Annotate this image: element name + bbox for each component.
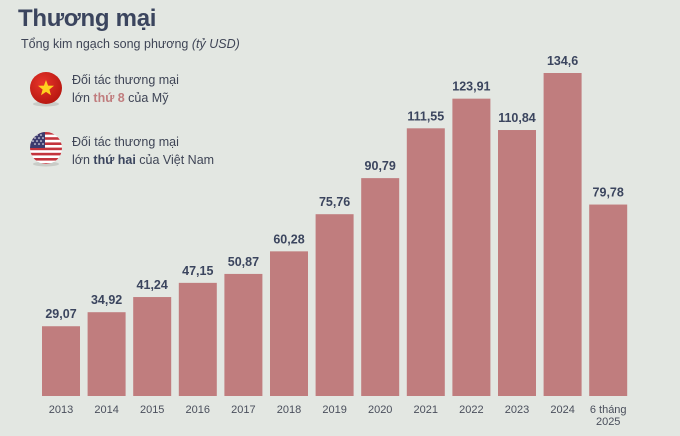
bar-2020	[361, 178, 400, 396]
value-label: 41,24	[137, 278, 168, 292]
bar-2024	[543, 73, 582, 396]
x-tick-label: 2015	[140, 404, 164, 416]
bar-2016	[178, 282, 217, 396]
x-tick-label: 6 tháng	[590, 404, 627, 416]
value-label: 75,76	[319, 195, 350, 209]
value-labels-group: 29,07 34,92 41,24 47,15 50,87 60,28 75,76 90,79…	[45, 54, 624, 321]
value-label: 111,55	[407, 109, 444, 123]
note-line2: lớn thứ 8 của Mỹ	[72, 89, 179, 107]
bar-6-tháng-2025	[589, 204, 628, 396]
value-label: 134,6	[547, 54, 578, 68]
note-prefix: lớn	[72, 153, 94, 167]
value-label: 29,07	[45, 307, 76, 321]
x-tick-label: 2024	[550, 404, 574, 416]
note-line2: lớn thứ hai của Việt Nam	[72, 151, 214, 169]
x-tick-label: 2014	[94, 404, 118, 416]
note-vietnam: Đối tác thương mại lớn thứ 8 của Mỹ	[72, 71, 179, 107]
chart-subtitle: Tổng kim ngạch song phương (tỷ USD)	[21, 37, 240, 51]
value-label: 123,91	[452, 80, 490, 94]
x-ticks-group: 2013 2014 2015 2016 2017 2018 2019 2020 2021 2022…	[49, 404, 627, 428]
x-tick-label: 2018	[277, 404, 301, 416]
note-suffix: của Việt Nam	[135, 153, 215, 167]
bar-2023	[498, 130, 536, 396]
bar-2021	[406, 128, 445, 396]
note-usa: Đối tác thương mại lớn thứ hai của Việt …	[72, 133, 214, 169]
x-tick-label: 2019	[322, 404, 346, 416]
bar-2014	[87, 312, 126, 396]
note-highlight: thứ 8	[93, 91, 125, 105]
bar-2013	[42, 326, 80, 396]
note-suffix: của Mỹ	[124, 91, 169, 105]
vietnam-flag-icon	[30, 72, 62, 107]
bar-2019	[315, 214, 354, 396]
bar-2017	[224, 273, 263, 396]
x-tick-label: 2020	[368, 404, 392, 416]
note-prefix: lớn	[72, 91, 94, 105]
chart-title: Thương mại	[18, 5, 157, 32]
usa-flag-icon	[30, 132, 62, 167]
value-label: 90,79	[365, 159, 396, 173]
bar-2018	[270, 251, 308, 396]
bar-2015	[133, 297, 172, 396]
x-tick-label: 2022	[459, 404, 483, 416]
value-label: 79,78	[593, 186, 624, 200]
unit-label: (tỷ USD)	[191, 37, 240, 51]
value-label: 50,87	[228, 255, 259, 269]
x-tick-label: 2025	[596, 416, 620, 428]
note-line1: Đối tác thương mại	[72, 135, 179, 149]
x-tick-label: 2023	[505, 404, 529, 416]
x-tick-label: 2013	[49, 404, 73, 416]
note-highlight: thứ hai	[93, 153, 136, 167]
bars-group	[42, 73, 628, 396]
x-tick-label: 2016	[186, 404, 210, 416]
x-tick-label: 2017	[231, 404, 255, 416]
subtitle-text: Tổng kim ngạch song phương	[21, 37, 189, 51]
value-label: 110,84	[498, 111, 536, 125]
value-label: 60,28	[273, 232, 304, 246]
bar-2022	[452, 98, 491, 396]
note-line1: Đối tác thương mại	[72, 73, 179, 87]
x-tick-label: 2021	[414, 404, 438, 416]
value-label: 34,92	[91, 293, 122, 307]
value-label: 47,15	[182, 264, 213, 278]
